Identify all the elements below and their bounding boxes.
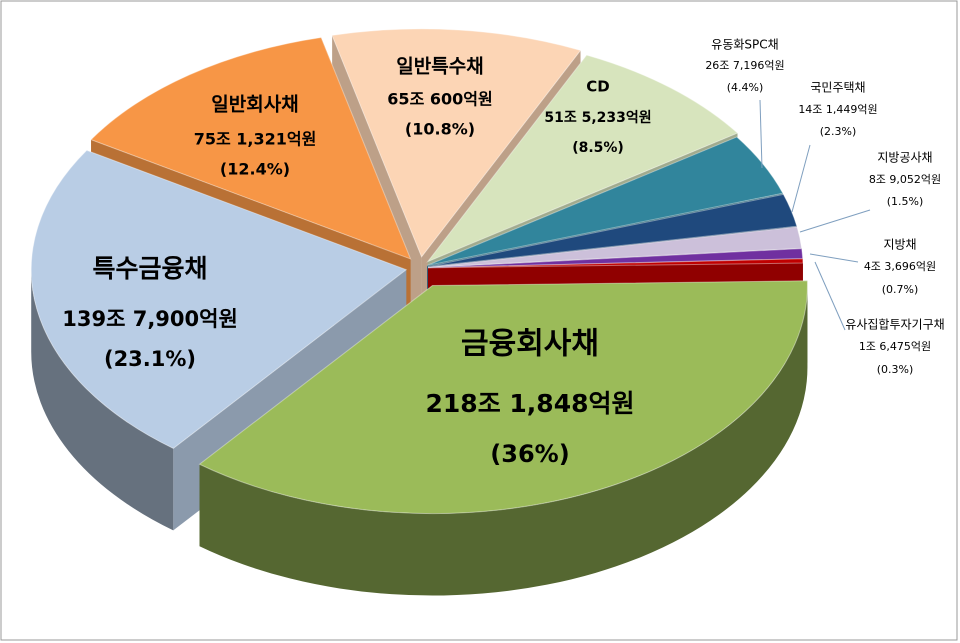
amount-label: 51조 5,233억원	[544, 110, 651, 126]
category-label: 지방공사채	[877, 151, 932, 165]
category-label: 유동화SPC채	[711, 38, 778, 52]
amount-label: 1조 6,475억원	[859, 340, 931, 353]
amount-label: 26조 7,196억원	[705, 59, 784, 72]
amount-label: 14조 1,449억원	[798, 103, 877, 116]
slice	[90, 36, 412, 260]
slice	[426, 54, 739, 263]
slice	[30, 149, 408, 449]
amount-label: 218조 1,848억원	[426, 389, 635, 418]
leader-line	[814, 261, 846, 331]
category-label: CD	[586, 78, 609, 96]
slice	[427, 258, 804, 269]
pie-tops	[30, 28, 808, 515]
value-label: (1.5%)	[887, 195, 924, 208]
slice	[427, 193, 798, 268]
amount-label: 139조 7,900억원	[62, 307, 238, 331]
category-label: 유사집합투자기구채	[845, 318, 944, 332]
pie-labels: 금융회사채 218조 1,848억원 (36%) 특수금융채 139조 7,900억원 (…	[62, 38, 944, 469]
value-label: (2.3%)	[820, 125, 857, 138]
value-label: (23.1%)	[104, 347, 196, 371]
amount-label: 4조 3,696억원	[864, 260, 936, 273]
category-label: 특수금융채	[92, 254, 207, 283]
category-label: 국민주택채	[810, 81, 865, 95]
leader-line	[799, 209, 871, 233]
category-label: 금융회사채	[461, 327, 599, 362]
slice	[427, 226, 803, 268]
leader-line	[759, 99, 763, 169]
value-label: (4.4%)	[727, 81, 764, 94]
category-label: 일반특수채	[396, 56, 483, 78]
value-label: (8.5%)	[572, 140, 624, 156]
slice	[198, 280, 808, 515]
value-label: (10.8%)	[405, 120, 475, 139]
value-label: (0.7%)	[882, 283, 919, 296]
leader-line	[791, 144, 811, 213]
slice-side	[199, 285, 808, 596]
value-label: (0.3%)	[877, 363, 914, 376]
slice	[426, 136, 784, 266]
slice	[331, 28, 582, 258]
amount-label: 65조 600억원	[387, 90, 492, 109]
leader-line	[809, 253, 859, 263]
slice	[427, 248, 804, 269]
value-label: (36%)	[490, 440, 569, 468]
category-label: 지방채	[883, 238, 916, 252]
value-label: (12.4%)	[220, 160, 290, 179]
amount-label: 75조 1,321억원	[194, 130, 317, 149]
amount-label: 8조 9,052억원	[869, 173, 941, 186]
slice-side	[31, 269, 174, 531]
category-label: 일반회사채	[211, 94, 298, 116]
